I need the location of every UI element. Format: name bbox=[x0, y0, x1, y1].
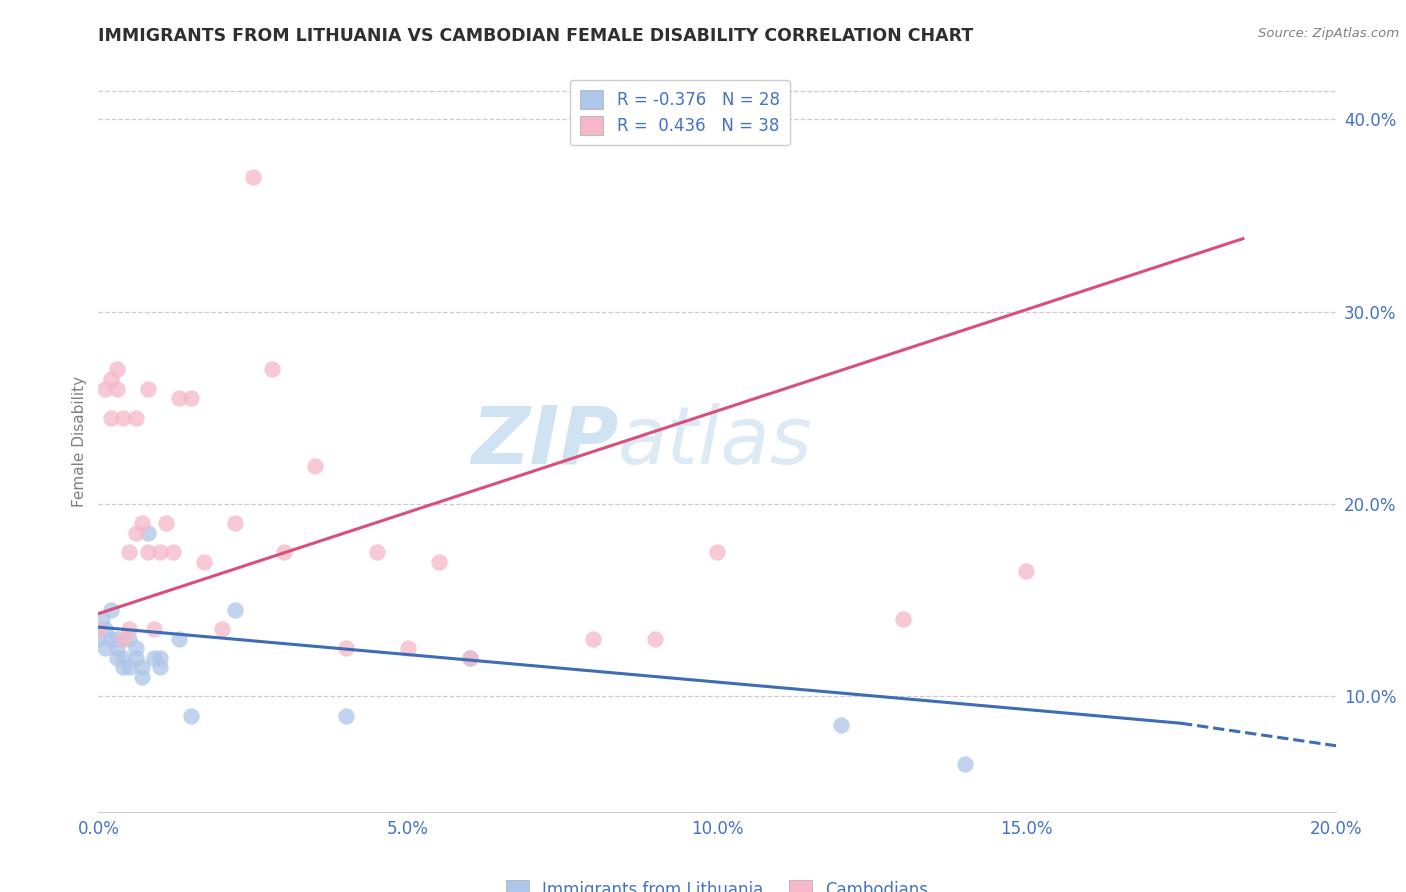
Point bbox=[131, 660, 153, 674]
Point bbox=[136, 382, 159, 396]
Point bbox=[830, 718, 852, 732]
Point bbox=[105, 641, 128, 656]
Point bbox=[242, 170, 264, 185]
Point bbox=[193, 555, 215, 569]
Point bbox=[143, 622, 166, 636]
Legend: Immigrants from Lithuania, Cambodians: Immigrants from Lithuania, Cambodians bbox=[498, 871, 936, 892]
Point bbox=[93, 382, 115, 396]
Point bbox=[180, 708, 202, 723]
Point bbox=[366, 545, 388, 559]
Point bbox=[211, 622, 233, 636]
Point bbox=[224, 516, 246, 531]
Point bbox=[118, 545, 141, 559]
Point bbox=[224, 603, 246, 617]
Point bbox=[167, 632, 190, 646]
Point bbox=[100, 372, 122, 386]
Point bbox=[124, 651, 146, 665]
Point bbox=[458, 651, 481, 665]
Point bbox=[124, 525, 146, 540]
Point bbox=[304, 458, 326, 473]
Point bbox=[582, 632, 605, 646]
Point bbox=[124, 641, 146, 656]
Point bbox=[93, 641, 115, 656]
Point bbox=[149, 651, 172, 665]
Point bbox=[143, 651, 166, 665]
Point bbox=[90, 612, 112, 626]
Point bbox=[105, 651, 128, 665]
Text: atlas: atlas bbox=[619, 402, 813, 481]
Point bbox=[118, 660, 141, 674]
Point bbox=[87, 622, 110, 636]
Point bbox=[105, 632, 128, 646]
Text: Source: ZipAtlas.com: Source: ZipAtlas.com bbox=[1258, 27, 1399, 40]
Point bbox=[149, 545, 172, 559]
Point bbox=[118, 632, 141, 646]
Point bbox=[162, 545, 184, 559]
Y-axis label: Female Disability: Female Disability bbox=[72, 376, 87, 508]
Text: IMMIGRANTS FROM LITHUANIA VS CAMBODIAN FEMALE DISABILITY CORRELATION CHART: IMMIGRANTS FROM LITHUANIA VS CAMBODIAN F… bbox=[98, 27, 974, 45]
Point bbox=[100, 632, 122, 646]
Point bbox=[112, 651, 135, 665]
Point bbox=[100, 410, 122, 425]
Point bbox=[458, 651, 481, 665]
Point bbox=[93, 622, 115, 636]
Point bbox=[112, 632, 135, 646]
Point bbox=[131, 670, 153, 684]
Point bbox=[427, 555, 450, 569]
Point bbox=[87, 632, 110, 646]
Point bbox=[167, 391, 190, 405]
Point bbox=[105, 362, 128, 376]
Point bbox=[1015, 565, 1038, 579]
Point bbox=[124, 410, 146, 425]
Text: ZIP: ZIP bbox=[471, 402, 619, 481]
Point bbox=[396, 641, 419, 656]
Point bbox=[149, 660, 172, 674]
Point bbox=[112, 410, 135, 425]
Point bbox=[706, 545, 728, 559]
Point bbox=[155, 516, 177, 531]
Point bbox=[335, 641, 357, 656]
Point bbox=[644, 632, 666, 646]
Point bbox=[335, 708, 357, 723]
Point bbox=[180, 391, 202, 405]
Point bbox=[136, 545, 159, 559]
Point bbox=[136, 525, 159, 540]
Point bbox=[273, 545, 295, 559]
Point bbox=[100, 603, 122, 617]
Point bbox=[891, 612, 914, 626]
Point bbox=[953, 756, 976, 771]
Point bbox=[260, 362, 283, 376]
Point bbox=[131, 516, 153, 531]
Point bbox=[105, 382, 128, 396]
Point bbox=[112, 660, 135, 674]
Point bbox=[118, 622, 141, 636]
